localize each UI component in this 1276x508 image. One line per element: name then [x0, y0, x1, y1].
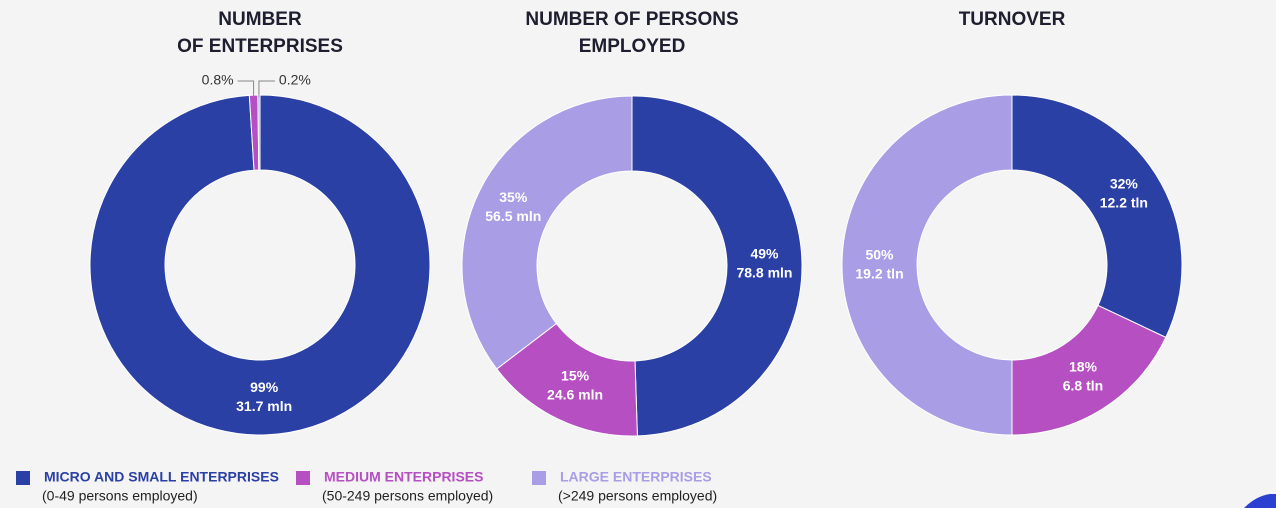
donut-slice: [1011, 94, 1183, 339]
donut-slice: [631, 95, 803, 437]
amount-label: 31.7 mln: [236, 398, 292, 414]
donut-slice: [841, 94, 1013, 436]
value-label: 18%: [1069, 359, 1098, 375]
value-label: 15%: [561, 367, 590, 383]
amount-label: 24.6 mln: [547, 386, 603, 402]
value-label: 0.2%: [279, 72, 311, 88]
legend-swatch: [296, 471, 310, 485]
amount-label: 12.2 tln: [1100, 195, 1148, 211]
chart-title: TURNOVER: [959, 9, 1066, 30]
donut-slice: [89, 94, 431, 436]
amount-label: 78.8 mln: [736, 265, 792, 281]
donut-slice: [461, 95, 633, 370]
legend-note: (0-49 persons employed): [42, 488, 198, 504]
leader-line: [258, 80, 275, 97]
value-label: 49%: [750, 246, 779, 262]
chart-title: OF ENTERPRISES: [177, 36, 343, 57]
legend-note: (>249 persons employed): [558, 488, 717, 504]
legend-label: MICRO AND SMALL ENTERPRISES: [44, 469, 279, 485]
value-label: 50%: [865, 247, 894, 263]
legend-swatch: [16, 471, 30, 485]
amount-label: 6.8 tln: [1063, 378, 1103, 394]
chart-title: NUMBER OF PERSONS: [525, 9, 738, 30]
legend-label: MEDIUM ENTERPRISES: [324, 469, 483, 485]
value-label: 32%: [1110, 176, 1139, 192]
chart-title: EMPLOYED: [579, 36, 686, 57]
corner-decoration: [1244, 494, 1276, 508]
amount-label: 56.5 mln: [485, 208, 541, 224]
legend-note: (50-249 persons employed): [322, 488, 493, 504]
leader-line: [237, 80, 255, 97]
chart-title: NUMBER: [218, 9, 302, 30]
amount-label: 19.2 tln: [855, 266, 903, 282]
value-label: 35%: [499, 189, 528, 205]
value-label: 0.8%: [202, 72, 234, 88]
donut-slice: [257, 94, 261, 171]
legend-swatch: [532, 471, 546, 485]
legend-label: LARGE ENTERPRISES: [560, 469, 712, 485]
value-label: 99%: [250, 379, 279, 395]
